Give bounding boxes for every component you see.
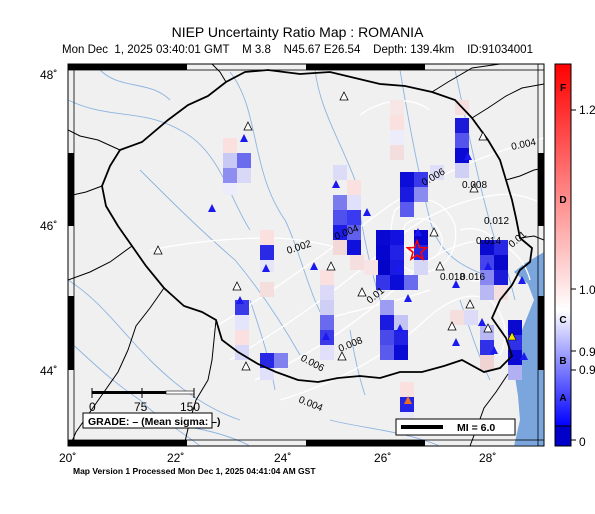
map-version-footer: Map Version 1 Processed Mon Dec 1, 2025 … — [73, 466, 316, 476]
colorbar-grade-letter: B — [559, 356, 566, 367]
lat-tick-label: 44˚ — [40, 364, 57, 378]
contour-label: 0.014 — [476, 236, 501, 247]
mi-legend: MI = 6.0 — [395, 418, 516, 436]
event-magnitude: M 3.8 — [242, 44, 271, 56]
lat-tick-label: 48˚ — [40, 68, 57, 82]
mi-legend-text: MI = 6.0 — [457, 422, 495, 434]
map-frame: 0.004 0.006 0.008 0.012 0.014 0.01 0.018… — [40, 63, 545, 465]
epicenter-star — [405, 238, 429, 261]
colorbar-grade-letter: A — [559, 393, 566, 404]
lon-tick-label: 24˚ — [274, 451, 291, 465]
map-title: NIEP Uncertainty Ratio Map : ROMANIA — [171, 24, 424, 40]
colorbar-gradient — [554, 63, 572, 427]
colorbar-grade-letter: C — [559, 315, 566, 326]
contour-label: 0.012 — [484, 216, 509, 227]
scale-label: 0 — [89, 400, 96, 414]
lon-tick-label: 26˚ — [374, 451, 391, 465]
colorbar-tick-label: 0.9 — [579, 363, 595, 377]
lon-tick-label: 28˚ — [479, 451, 496, 465]
event-id: ID:91034001 — [467, 44, 533, 56]
colorbar-tick-label: 0 — [579, 435, 586, 449]
lon-tick-label: 20˚ — [59, 451, 76, 465]
rivers — [68, 69, 516, 446]
colorbar-tick-label: 0.9 — [579, 345, 595, 359]
colorbar: 1.2 1.0 0.9 0.9 0 F D C B A — [554, 63, 595, 449]
grade-text: GRADE: – (Mean sigma: –) — [88, 416, 220, 428]
frame-ticks — [67, 63, 545, 447]
romania-border — [101, 69, 533, 383]
colorbar-tick-label: 1.0 — [579, 283, 595, 297]
scale-bar: 0 75 150 — [89, 388, 200, 414]
colorbar-tick-label: 1.2 — [579, 103, 595, 117]
contour-label: 0.018 — [440, 272, 465, 283]
colorbar-grade-letter: F — [560, 83, 566, 94]
colorbar-lowest-block — [554, 425, 572, 447]
event-datetime: Mon Dec 1, 2025 03:40:01 GMT — [62, 44, 230, 56]
lon-tick-label: 22˚ — [167, 451, 184, 465]
event-depth: Depth: 139.4km — [373, 44, 455, 56]
event-info: Mon Dec 1, 2025 03:40:01 GMT M 3.8 N45.6… — [0, 44, 595, 56]
uncertainty-cells — [223, 100, 522, 424]
event-location: N45.67 E26.54 — [283, 44, 361, 56]
station-markers — [153, 91, 528, 404]
contour-label: 0.008 — [462, 180, 487, 191]
map-background — [67, 63, 545, 447]
contour-label: 0.016 — [460, 272, 485, 283]
lat-tick-label: 46˚ — [40, 219, 57, 233]
scale-label: 150 — [180, 400, 200, 414]
black-sea — [514, 252, 544, 446]
colorbar-grade-letter: D — [559, 195, 566, 206]
grade-box: GRADE: – (Mean sigma: –) — [82, 412, 220, 429]
scale-label: 75 — [134, 400, 148, 414]
contour-label: 0.004 — [510, 137, 537, 153]
